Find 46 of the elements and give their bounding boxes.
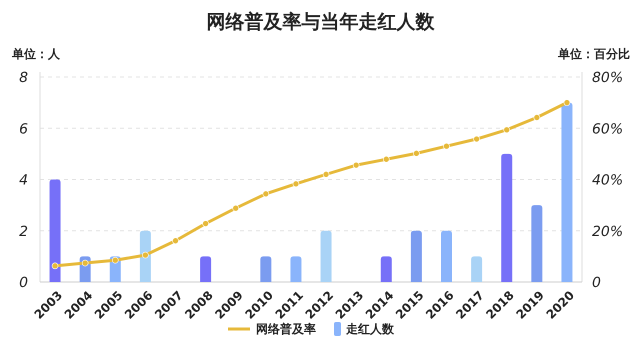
y2-tick-label: 40% [592,172,624,188]
bar [140,230,151,282]
y2-tick-label: 0 [592,275,601,291]
y2-axis-title: 单位：百分比 [557,47,630,61]
bar [320,230,332,282]
point [473,136,480,142]
y-tick-label: 2 [19,224,28,240]
y-tick-label: 6 [19,121,28,138]
legend-label: 走红人数 [345,322,395,336]
y2-tick-label: 20% [592,224,624,240]
bar [290,256,302,282]
y-tick-label: 4 [19,172,28,188]
bar [441,230,452,282]
bar [50,180,61,282]
y-tick-label: 8 [19,70,28,86]
chart-title: 网络普及率与当年走红人数 [206,11,436,33]
point [534,114,540,121]
point [112,256,119,264]
y-axis-title: 单位：人 [11,47,61,61]
bar [410,230,422,282]
point [232,204,240,212]
y-tick-label: 0 [19,275,28,291]
bar [561,102,572,282]
point [503,126,510,134]
bar [501,154,512,282]
point [202,220,209,227]
bar [200,256,212,282]
point [413,150,420,157]
point [382,156,390,163]
point [172,237,179,244]
point [142,252,149,258]
bar [260,256,272,282]
bar [471,256,482,282]
point [564,99,570,106]
point [262,190,270,198]
point [443,142,450,150]
point [82,260,88,266]
point [322,171,330,178]
y2-tick-label: 60% [592,121,624,138]
bar [380,256,392,282]
point [352,162,360,168]
y2-tick-label: 80% [592,70,624,86]
point [292,180,300,188]
bar [531,205,542,282]
point [52,262,58,270]
legend-label: 网络普及率 [256,322,316,336]
